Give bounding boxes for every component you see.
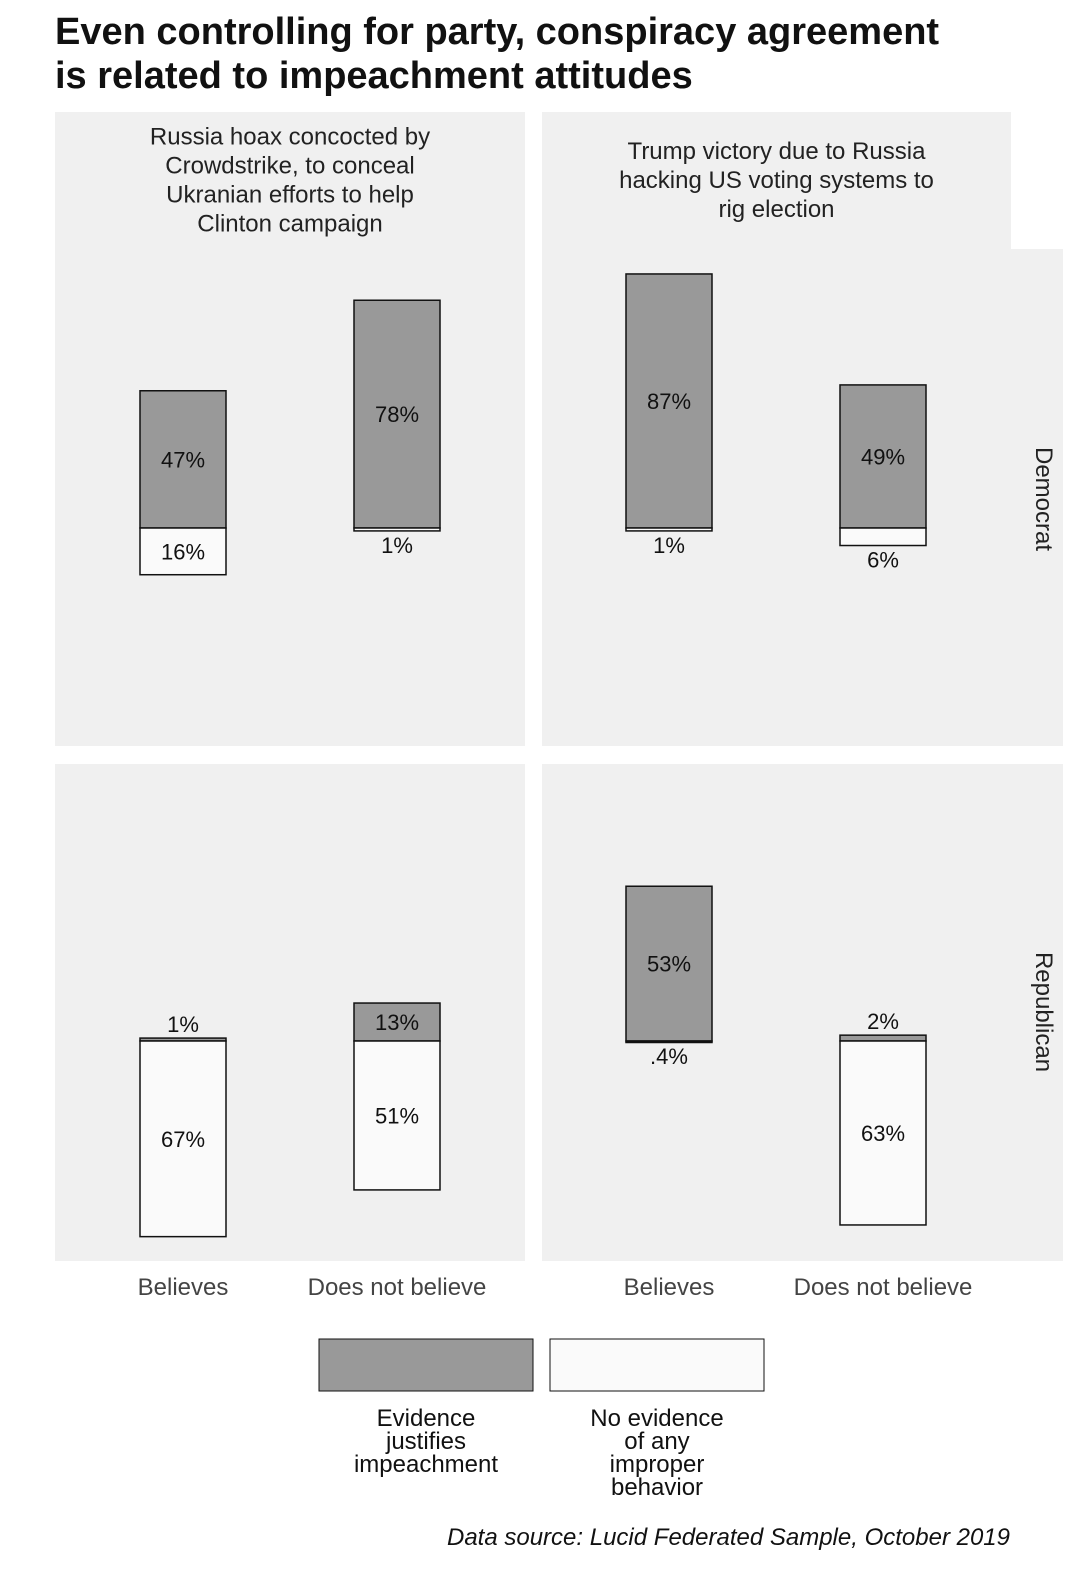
facet-strip-label: Crowdstrike, to conceal [165,153,414,180]
row-strip-label: Democrat [1030,447,1057,551]
bar-no-evidence [353,527,441,532]
data-label-no-evidence: 1% [653,533,685,558]
legend-label: of any [624,1428,689,1455]
data-label-no-evidence: 63% [861,1121,905,1146]
legend-label: No evidence [590,1405,723,1432]
legend-label: Evidence [377,1405,476,1432]
legend-key-none [549,1338,765,1392]
data-label-justifies: 49% [861,444,905,469]
facet-strip-label: hacking US voting systems to [619,167,934,194]
bar-no-evidence [625,527,713,532]
x-tick-label: Believes [624,1274,715,1301]
bar-no-evidence [839,527,927,547]
data-label-no-evidence: 1% [381,533,413,558]
strip-notch [1011,112,1063,249]
facet-strip-label: Ukranian efforts to help [166,182,414,209]
legend-label: improper [610,1451,705,1478]
data-label-justifies: 53% [647,952,691,977]
bar-no-evidence [353,1040,441,1191]
panel-background [55,112,525,746]
bar-no-evidence [139,527,227,576]
x-tick-label: Believes [138,1274,229,1301]
chart-caption: Data source: Lucid Federated Sample, Oct… [447,1524,1010,1551]
legend-label: behavior [611,1474,703,1501]
data-label-justifies: 78% [375,402,419,427]
data-label-justifies: 2% [867,1009,899,1034]
bar-no-evidence [625,1040,713,1044]
legend-label: justifies [385,1428,466,1455]
bar-justifies-impeachment [353,299,441,529]
bar-no-evidence [139,1040,227,1238]
data-label-no-evidence: 51% [375,1103,419,1128]
x-tick-label: Does not believe [308,1274,487,1301]
legend-key-justifies [318,1338,534,1392]
row-strip-label: Republican [1030,952,1057,1072]
x-tick-label: Does not believe [794,1274,973,1301]
data-label-justifies: 1% [167,1012,199,1037]
data-label-no-evidence: 6% [867,548,899,573]
panel-background [55,764,525,1261]
legend-label: impeachment [354,1451,498,1478]
data-label-justifies: 87% [647,389,691,414]
facet-strip-label: rig election [718,196,834,223]
bar-justifies-impeachment [625,885,713,1042]
facet-strip-label: Trump victory due to Russia [628,138,927,165]
bar-justifies-impeachment [839,384,927,529]
chart-title-line: is related to impeachment attitudes [55,55,693,97]
data-label-justifies: 47% [161,447,205,472]
bar-no-evidence [839,1040,927,1226]
chart-title-line: Even controlling for party, conspiracy a… [55,11,939,53]
bar-justifies-impeachment [839,1034,927,1042]
data-label-no-evidence: 67% [161,1127,205,1152]
panel-background [542,764,1063,1261]
facet-strip-label: Clinton campaign [197,211,382,238]
bar-justifies-impeachment [625,273,713,529]
facet-strip-label: Russia hoax concocted by [150,124,430,151]
data-label-no-evidence: .4% [650,1044,688,1069]
data-label-justifies: 13% [375,1010,419,1035]
data-label-no-evidence: 16% [161,539,205,564]
